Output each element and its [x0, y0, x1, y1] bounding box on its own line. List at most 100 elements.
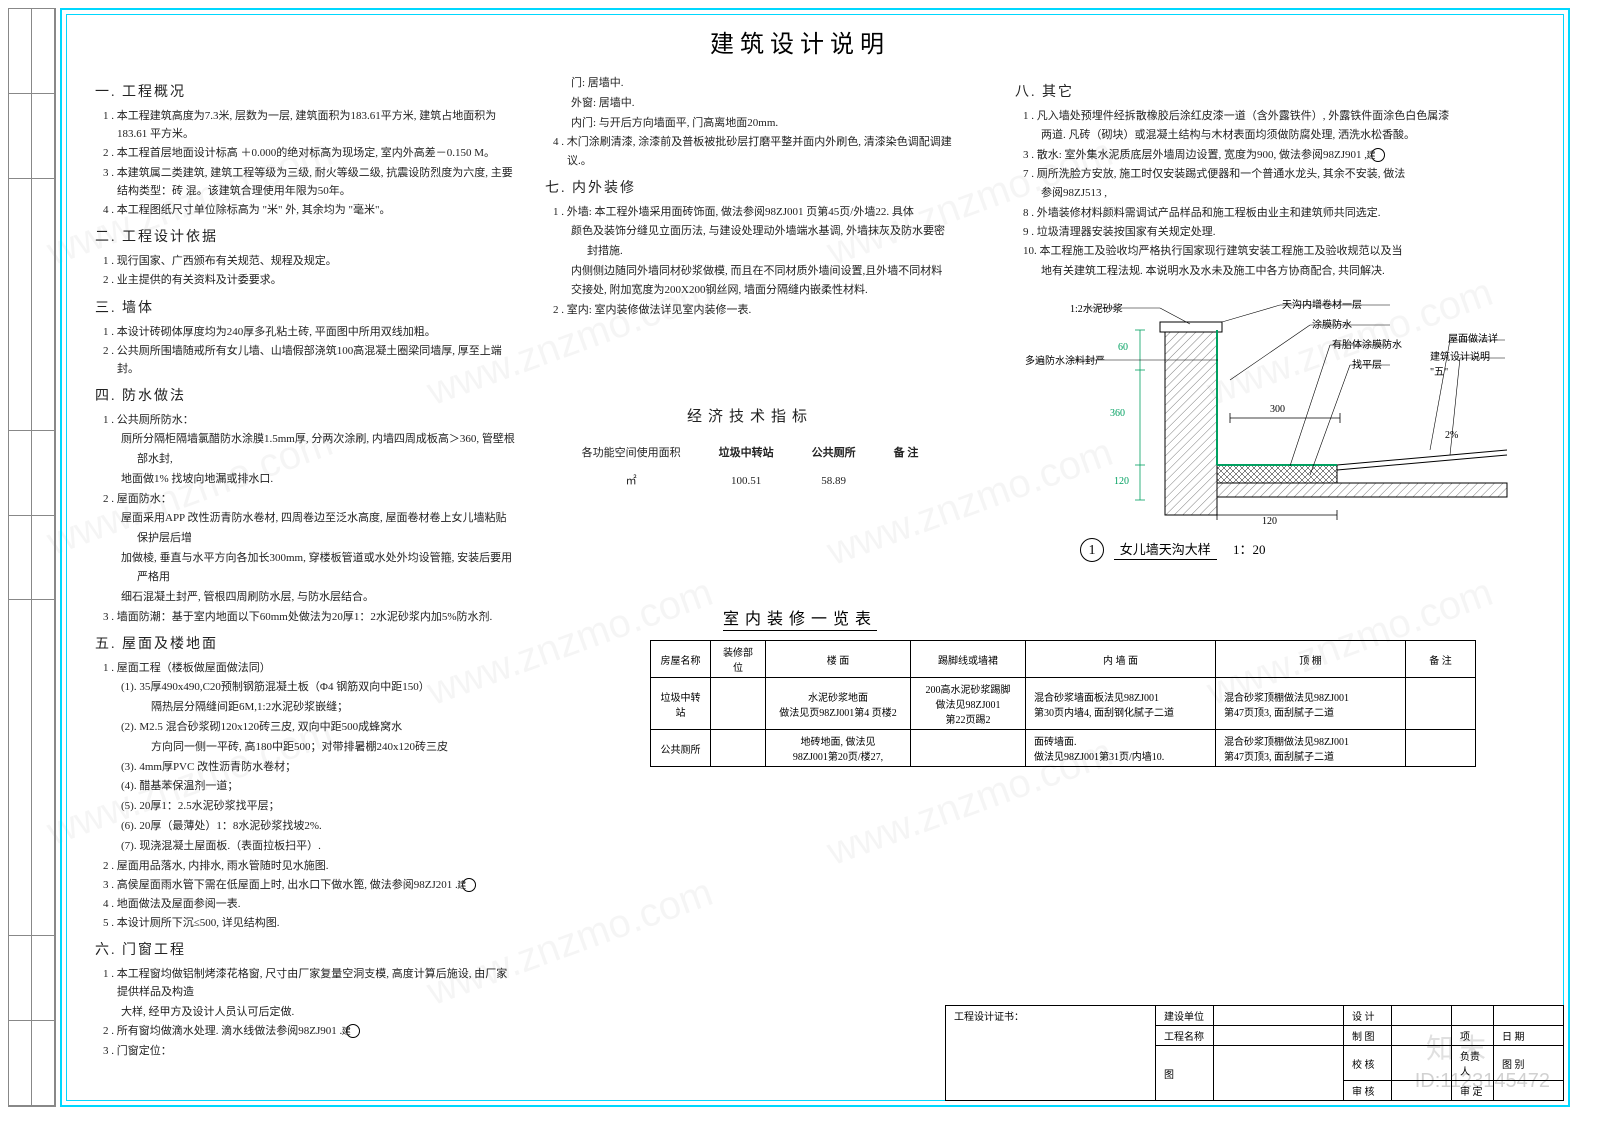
text-line: 屋面采用APP 改性沥青防水卷材, 四周卷边至泛水高度, 屋面卷材卷上女儿墙粘贴… [95, 509, 515, 549]
label: 2% [1445, 430, 1458, 441]
td: 200高水泥砂浆踢脚 做法见98ZJ001 第22页踢2 [911, 678, 1026, 730]
text-line: 2 . 本工程首层地面设计标高 ＋0.000的绝对标高为现场定, 室内外高差－0… [95, 144, 515, 162]
tb: 图 [1156, 1046, 1214, 1101]
text-line: 外窗: 居墙中. [545, 94, 955, 114]
td: 混合砂浆顶棚做法见98ZJ001 第47页顶3, 面刮腻子二道 [1216, 730, 1406, 767]
section-2-title: 二. 工程设计依据 [95, 225, 515, 250]
eco-col: 垃圾中转站 [701, 441, 792, 467]
page-title: 建筑设计说明 [0, 24, 1600, 59]
text-line: 3 . 本建筑属二类建筑, 建筑工程等级为三级, 耐火等级二级, 抗震设防烈度为… [95, 164, 515, 200]
th: 备 注 [1406, 641, 1476, 678]
label: 屋面做法详 [1448, 330, 1498, 345]
text-line: 3 . 散水: 室外集水泥质底层外墙周边设置, 宽度为900, 做法参阅98ZJ… [1015, 146, 1515, 164]
text-line: 2 . 公共厕所围墙随戒所有女儿墙、山墙假部浇筑100高混凝土圈梁同墙厚, 厚至… [95, 342, 515, 378]
label: 涂膜防水 [1312, 316, 1352, 331]
eco-val: 100.51 [701, 469, 792, 495]
tb [1452, 1006, 1494, 1026]
td: 垃圾中转站 [651, 678, 711, 730]
dim: 120 [1114, 476, 1129, 487]
section-8-title: 八. 其它 [1015, 80, 1515, 105]
text-line: 7 . 厕所洗脸方安放, 施工时仅安装踢式便器和一个普通水龙头, 其余不安装, … [1015, 165, 1515, 183]
tb [1214, 1046, 1344, 1101]
eco-val [876, 469, 937, 495]
text-line: 两道. 凡砖（砌块）或混凝土结构与木材表面均须做防腐处理, 洒洗水松香酸。 [1015, 126, 1515, 146]
column-2: 门: 居墙中. 外窗: 居墙中. 内门: 与开后方向墙面平, 门高离地面20mm… [545, 74, 955, 497]
tb [1494, 1006, 1564, 1026]
ref-icon: 建 [1371, 148, 1385, 162]
text-line: (5). 20厚1：2.5水泥砂浆找平层； [95, 797, 515, 817]
tb [1392, 1006, 1452, 1026]
text-line: 4 . 木门涂刷清漆, 涂漆前及普板被批砂层打磨平整并面内外刷色, 清漆染色调配… [545, 133, 955, 169]
text-line: 1 . 外墙: 本工程外墙采用面砖饰面, 做法参阅98ZJ001 页第45页/外… [545, 203, 955, 221]
text-line: (3). 4mm厚PVC 改性沥青防水卷材； [95, 758, 515, 778]
text-line: 门: 居墙中. [545, 74, 955, 94]
tb: 工程名称 [1156, 1026, 1214, 1046]
text-line: 3 . 门窗定位： [95, 1042, 515, 1060]
eco-table: 各功能空间使用面积 垃圾中转站 公共厕所 备 注 ㎡ 100.51 58.89 [562, 439, 939, 497]
td [1406, 678, 1476, 730]
section-4-title: 四. 防水做法 [95, 384, 515, 409]
eco-title: 经济技术指标 [545, 404, 955, 431]
interior-table-title: 室内装修一览表 [0, 605, 1600, 629]
th: 房屋名称 [651, 641, 711, 678]
section-6-title: 六. 门窗工程 [95, 938, 515, 963]
eco-val: 58.89 [794, 469, 874, 495]
interior-table: 房屋名称 装修部位 楼 面 踢脚线或墙裙 内 墙 面 顶 棚 备 注 垃圾中转站… [650, 640, 1476, 767]
td [911, 730, 1026, 767]
text-line: (7). 现浇混凝土屋面板.（表面拉板扫平）. [95, 837, 515, 857]
text-line: 1 . 现行国家、广西颁布有关规范、规程及规定。 [95, 252, 515, 270]
parapet-gutter-detail: 1:2水泥砂浆 多遍防水涂料封严 天沟内增卷材一层 涂膜防水 有胎体涂膜防水 找… [990, 300, 1510, 550]
text-line: 隔热层分隔缝间距6M,1:2水泥砂浆嵌缝； [95, 698, 515, 718]
td: 混合砂浆墙面板法见98ZJ001 第30页内墙4, 面刮钢化腻子二道 [1026, 678, 1216, 730]
text-line: 5 . 本设计厕所下沉≤500, 详见结构图. [95, 914, 515, 932]
th: 顶 棚 [1216, 641, 1406, 678]
dim: 60 [1118, 342, 1128, 353]
section-3-title: 三. 墙体 [95, 296, 515, 321]
tb: 校 核 [1344, 1046, 1392, 1081]
text-line: 9 . 垃圾清理器安装按国家有关规定处理. [1015, 223, 1515, 241]
td: 公共厕所 [651, 730, 711, 767]
tb [1214, 1026, 1344, 1046]
logo-watermark: 知末 [1426, 1027, 1490, 1067]
detail-number-icon: 1 [1080, 538, 1104, 562]
text-line: 地有关建筑工程法规. 本说明水及水未及施工中各方协商配合, 共同解决. [1015, 262, 1515, 282]
section-5-title: 五. 屋面及楼地面 [95, 632, 515, 657]
text-line: 1 . 公共厕所防水： [95, 411, 515, 429]
td [711, 730, 766, 767]
text-line: 1 . 本工程窗均做铝制烤漆花格窗, 尺寸由厂家复量空洞支模, 高度计算后施设,… [95, 965, 515, 1001]
td [1406, 730, 1476, 767]
text-line: 2 . 所有窗均做滴水处理. 滴水线做法参阅98ZJ901 .建 [95, 1022, 515, 1040]
tb: 制 图 [1344, 1026, 1392, 1046]
dim: 120 [1262, 516, 1277, 527]
detail-svg [990, 300, 1510, 550]
detail-title: 1 女儿墙天沟大样 1：20 [1080, 538, 1266, 562]
cert-cell: 工程设计证书： [946, 1006, 1156, 1101]
text-line: 地面做1% 找坡向地漏或排水口. [95, 470, 515, 490]
td [711, 678, 766, 730]
td: 面砖墙面. 做法见98ZJ001第31页/内墙10. [1026, 730, 1216, 767]
text-line: 方向同一侧一平砖, 高180中距500；对带排暑棚240x120砖三皮 [95, 738, 515, 758]
th: 踢脚线或墙裙 [911, 641, 1026, 678]
text-line: 2 . 室内: 室内装修做法详见室内装修一表. [545, 301, 955, 319]
dim: 360 [1110, 408, 1125, 419]
label: 天沟内增卷材一层 [1282, 296, 1362, 311]
td: 水泥砂浆地面 做法见页98ZJ001第4 页楼2 [766, 678, 911, 730]
text-line: 1 . 本设计砖砌体厚度均为240厚多孔粘土砖, 平面图中所用双线加粗。 [95, 323, 515, 341]
text-line: 2 . 屋面用品落水, 内排水, 雨水管随时见水施图. [95, 857, 515, 875]
column-1: 一. 工程概况 1 . 本工程建筑高度为7.3米, 层数为一层, 建筑面积为18… [95, 74, 515, 1061]
eco-unit: ㎡ [564, 469, 699, 495]
text-line: (4). 醋基苯保温剂一道； [95, 777, 515, 797]
text-line: 1 . 本工程建筑高度为7.3米, 层数为一层, 建筑面积为183.61平方米,… [95, 107, 515, 143]
section-1-title: 一. 工程概况 [95, 80, 515, 105]
text-line: 10. 本工程施工及验收均严格执行国家现行建筑安装工程施工及验收规范以及当 [1015, 242, 1515, 260]
text-line: 内门: 与开后方向墙面平, 门高离地面20mm. [545, 114, 955, 134]
dim: 300 [1270, 404, 1285, 415]
text-line: 加做棱, 垂直与水平方向各加长300mm, 穿楼板管道或水处外均设管箍, 安装后… [95, 549, 515, 589]
id-watermark: ID:1123145472 [1415, 1070, 1550, 1093]
tb: 审 核 [1344, 1081, 1392, 1101]
detail-scale: 1：20 [1233, 542, 1266, 557]
label: 找平层 [1352, 356, 1382, 371]
ref-icon: 建 [346, 1024, 360, 1038]
text-line: 内侧侧边随同外墙同材砂浆做模, 而且在不同材质外墙间设置,且外墙不同材料 [545, 262, 955, 282]
text-line: (6). 20厚（最薄处）1：8水泥砂浆找坡2%. [95, 817, 515, 837]
